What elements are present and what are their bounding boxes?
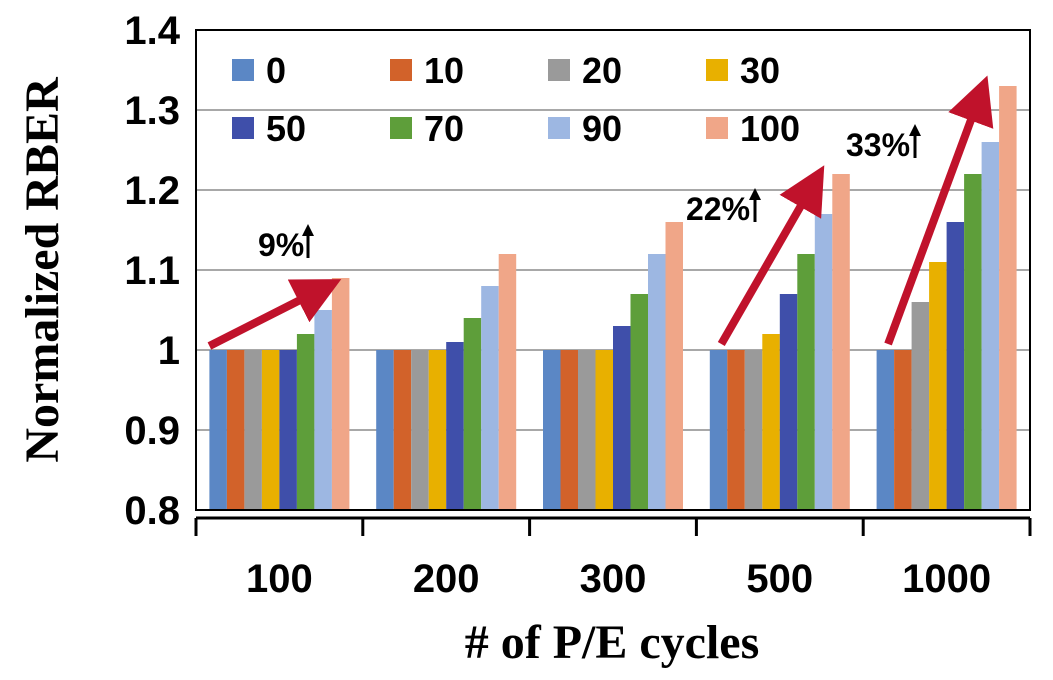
x-tick-label: 1000 xyxy=(902,557,991,601)
annotation-label: 9% xyxy=(258,227,304,263)
bar xyxy=(543,350,561,510)
bar xyxy=(446,342,464,510)
bar xyxy=(744,350,763,510)
bar xyxy=(411,350,429,510)
y-tick-label: 1.2 xyxy=(124,169,180,213)
bar xyxy=(999,86,1017,510)
legend-swatch xyxy=(390,117,412,139)
legend-label: 50 xyxy=(266,108,306,149)
legend-label: 0 xyxy=(266,50,286,91)
x-tick-label: 500 xyxy=(746,557,813,601)
bar xyxy=(648,254,666,510)
legend-swatch xyxy=(706,59,728,81)
bar xyxy=(261,350,280,510)
growth-arrow xyxy=(717,165,825,346)
bar xyxy=(331,278,350,510)
legend-swatch xyxy=(548,59,570,81)
bar xyxy=(894,350,912,510)
bar xyxy=(779,294,798,510)
bar xyxy=(314,310,332,510)
bar xyxy=(244,350,262,510)
legend-label: 100 xyxy=(740,108,800,149)
bar xyxy=(376,350,394,510)
legend-swatch xyxy=(706,117,728,139)
legend-swatch xyxy=(390,59,412,81)
legend-swatch xyxy=(548,117,570,139)
legend-swatch xyxy=(232,59,254,81)
x-axis-label: # of P/E cycles xyxy=(465,616,760,669)
y-tick-label: 0.8 xyxy=(124,489,180,533)
bar xyxy=(296,334,315,510)
legend-label: 70 xyxy=(424,108,464,149)
bars xyxy=(209,86,1017,510)
bar xyxy=(481,286,499,510)
legend: 0 10 20 30 50 70 90 100 xyxy=(232,50,800,149)
bar xyxy=(560,350,578,510)
bar xyxy=(762,334,780,510)
bar xyxy=(981,142,1000,510)
bar xyxy=(814,214,833,510)
bar xyxy=(832,174,850,510)
bar xyxy=(929,262,947,510)
y-tick-label: 1.1 xyxy=(124,249,180,293)
bar xyxy=(911,302,930,510)
bar xyxy=(946,222,965,510)
legend-label: 10 xyxy=(424,50,464,91)
bar xyxy=(727,350,745,510)
up-arrow-head xyxy=(749,188,761,200)
y-tick-label: 1.4 xyxy=(124,9,180,53)
bar xyxy=(226,350,245,510)
bar xyxy=(463,318,482,510)
plot-frame xyxy=(195,29,1031,511)
annotation-label: 22% xyxy=(686,191,750,227)
bar xyxy=(876,350,895,510)
bar xyxy=(613,326,631,510)
bar xyxy=(709,350,728,510)
legend-label: 20 xyxy=(582,50,622,91)
legend-swatch xyxy=(232,117,254,139)
bar xyxy=(393,350,412,510)
y-tick-label: 1 xyxy=(158,329,180,373)
bar xyxy=(498,254,517,510)
annotation-label: 33% xyxy=(846,127,910,163)
legend-label: 30 xyxy=(740,50,780,91)
x-tick-label: 100 xyxy=(246,557,313,601)
bar xyxy=(964,174,982,510)
growth-arrow xyxy=(207,279,342,350)
bar xyxy=(279,350,297,510)
bar xyxy=(595,350,613,510)
y-tick-label: 0.9 xyxy=(124,409,180,453)
y-tick-label: 1.3 xyxy=(124,89,180,133)
x-tick-label: 300 xyxy=(580,557,647,601)
bar xyxy=(578,350,596,510)
up-arrow-head xyxy=(302,224,314,236)
growth-arrows: 9% 22% 33% xyxy=(207,75,994,350)
legend-label: 90 xyxy=(582,108,622,149)
bar xyxy=(797,254,815,510)
bar xyxy=(630,294,648,510)
bar xyxy=(665,222,683,510)
growth-arrow xyxy=(884,75,994,346)
bar xyxy=(428,350,447,510)
x-tick-label: 200 xyxy=(413,557,480,601)
bar xyxy=(209,350,227,510)
y-axis-label: Normalized RBER xyxy=(16,76,69,463)
up-arrow-head xyxy=(909,124,921,136)
